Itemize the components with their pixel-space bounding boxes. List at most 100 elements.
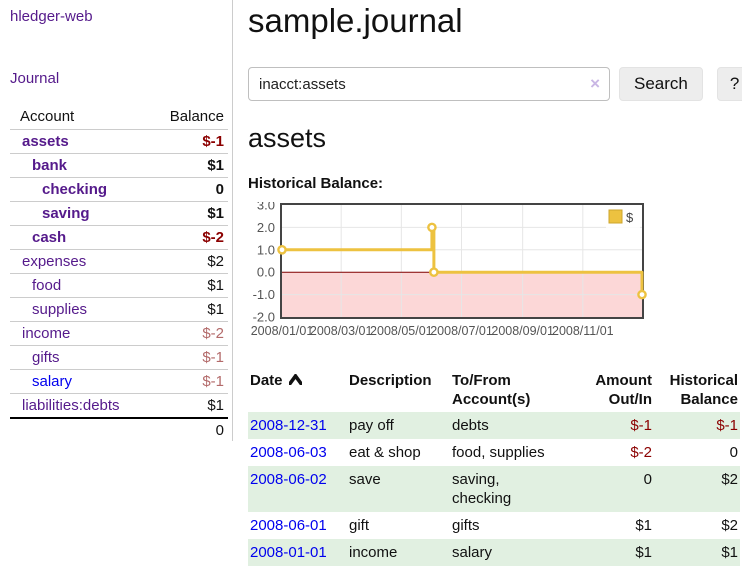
account-row-liabilities-debts: liabilities:debts $1 [10, 393, 228, 418]
transaction-date-link[interactable]: 2008-06-02 [250, 471, 327, 488]
svg-text:$: $ [626, 210, 634, 225]
account-row-food: food $1 [10, 273, 228, 298]
account-link-cash[interactable]: cash [32, 229, 67, 246]
transaction-accounts: gifts [452, 517, 480, 534]
account-row-assets: assets $-1 [10, 129, 228, 154]
transaction-balance: $2 [721, 471, 738, 488]
account-balance: $1 [144, 201, 228, 226]
account-balance: $2 [144, 249, 228, 274]
transaction-balance: $1 [721, 544, 738, 561]
transaction-description: save [349, 471, 381, 488]
tofrom-column-header: To/From Account(s) [450, 371, 572, 412]
account-row-income: income $-2 [10, 321, 228, 346]
search-form: × Search ? [248, 67, 742, 101]
page: hledger-web Journal Account Balance asse… [0, 0, 742, 566]
sidebar-item-journal[interactable]: Journal [10, 70, 60, 87]
svg-text:2008/09/01: 2008/09/01 [491, 324, 554, 338]
account-balance: $-1 [144, 345, 228, 370]
account-balance: $1 [144, 273, 228, 298]
chart-title: Historical Balance: [248, 175, 384, 192]
search-button[interactable]: Search [619, 67, 703, 101]
account-balance: 0 [144, 177, 228, 202]
accounts-total-row: 0 [10, 417, 228, 442]
account-balance: $-1 [144, 129, 228, 154]
balance-header-line2: Balance [680, 391, 738, 408]
balance-column-header: Historical Balance [654, 371, 740, 412]
svg-text:0.0: 0.0 [257, 265, 275, 280]
transaction-amount: $-2 [630, 444, 652, 461]
accounts-total-value: 0 [144, 417, 228, 442]
balance-header-line1: Historical [669, 372, 738, 389]
transaction-amount: $1 [635, 517, 652, 534]
amount-header-line2: Out/In [608, 391, 652, 408]
sidebar: hledger-web Journal Account Balance asse… [0, 0, 233, 442]
account-balance: $-2 [144, 225, 228, 250]
svg-text:3.0: 3.0 [257, 202, 275, 213]
transaction-amount: $1 [635, 544, 652, 561]
svg-text:-2.0: -2.0 [253, 310, 275, 325]
account-link-income[interactable]: income [22, 325, 71, 342]
account-row-gifts: gifts $-1 [10, 345, 228, 370]
transaction-date-link[interactable]: 2008-12-31 [250, 417, 327, 434]
transaction-description: pay off [349, 417, 394, 434]
account-link-assets[interactable]: assets [22, 133, 69, 150]
account-link-checking[interactable]: checking [42, 181, 108, 198]
date-header-label: Date [250, 372, 283, 389]
account-link-expenses[interactable]: expenses [22, 253, 87, 270]
account-row-expenses: expenses $2 [10, 249, 228, 274]
svg-text:2008/05/01: 2008/05/01 [370, 324, 433, 338]
svg-text:2008/03/01: 2008/03/01 [310, 324, 373, 338]
help-button[interactable]: ? [716, 67, 742, 101]
register-header-row: Date Description To/From Account(s) Amou… [248, 371, 740, 412]
transaction-date-link[interactable]: 2008-06-01 [250, 517, 327, 534]
tofrom-header-line1: To/From [452, 372, 511, 389]
account-row-saving: saving $1 [10, 201, 228, 226]
balance-column-header: Balance [169, 108, 224, 125]
account-balance: $1 [144, 393, 228, 418]
account-balance: $1 [144, 297, 228, 322]
search-input[interactable] [248, 67, 610, 101]
register-row: 2008-06-02 save saving, checking 0 $2 [248, 466, 740, 512]
transaction-balance: 0 [729, 444, 738, 461]
register-row: 2008-06-01 gift gifts $1 $2 [248, 512, 740, 539]
transaction-description: income [349, 544, 398, 561]
clear-search-icon[interactable]: × [590, 74, 600, 93]
svg-text:2008/11/01: 2008/11/01 [552, 324, 614, 338]
account-link-salary[interactable]: salary [32, 373, 73, 390]
account-row-checking: checking 0 [10, 177, 228, 202]
register-table: Date Description To/From Account(s) Amou… [248, 371, 740, 566]
transaction-accounts: food, supplies [452, 444, 545, 461]
register-row: 2008-06-03 eat & shop food, supplies $-2… [248, 439, 740, 466]
historical-balance-chart-svg: $3.0 2.0 1.0 0.0 -1.0 -2.02008/01/012008/03/0… [251, 198, 647, 338]
account-link-food[interactable]: food [32, 277, 62, 294]
svg-text:1.0: 1.0 [257, 242, 275, 257]
tofrom-header-line2: Account(s) [452, 391, 531, 408]
historical-balance-chart: $3.0 2.0 1.0 0.0 -1.0 -2.0 2008/01/01 2008/03/0… [248, 198, 742, 345]
account-link-saving[interactable]: saving [42, 205, 90, 222]
account-link-bank[interactable]: bank [32, 157, 68, 174]
transaction-accounts: saving, checking [452, 471, 512, 507]
svg-text:2008/07/01: 2008/07/01 [430, 324, 493, 338]
account-balance: $-1 [144, 369, 228, 394]
account-balance: $1 [144, 153, 228, 178]
account-row-cash: cash $-2 [10, 225, 228, 250]
account-balance: $-2 [144, 321, 228, 346]
transaction-accounts: debts [452, 417, 489, 434]
accounts-header-row: Account Balance [10, 105, 228, 130]
register-row: 2008-01-01 income salary $1 $1 [248, 539, 740, 566]
transaction-balance: $2 [721, 517, 738, 534]
account-link-supplies[interactable]: supplies [32, 301, 88, 318]
account-column-header: Account [20, 108, 75, 125]
transaction-description: eat & shop [349, 444, 421, 461]
amount-header-line1: Amount [595, 372, 652, 389]
page-title: sample.journal [248, 2, 463, 39]
main-content: sample.journal × Search ? assets Histori… [233, 0, 742, 566]
transaction-amount: $-1 [630, 417, 652, 434]
transaction-date-link[interactable]: 2008-01-01 [250, 544, 327, 561]
account-link-gifts[interactable]: gifts [32, 349, 60, 366]
account-link-liabilities-debts[interactable]: liabilities:debts [22, 397, 120, 414]
transaction-date-link[interactable]: 2008-06-03 [250, 444, 327, 461]
app-title-link[interactable]: hledger-web [10, 8, 93, 25]
accounts-balance-table: Account Balance assets $-1 bank $1 check… [10, 105, 228, 442]
sort-ascending-icon [286, 371, 304, 390]
